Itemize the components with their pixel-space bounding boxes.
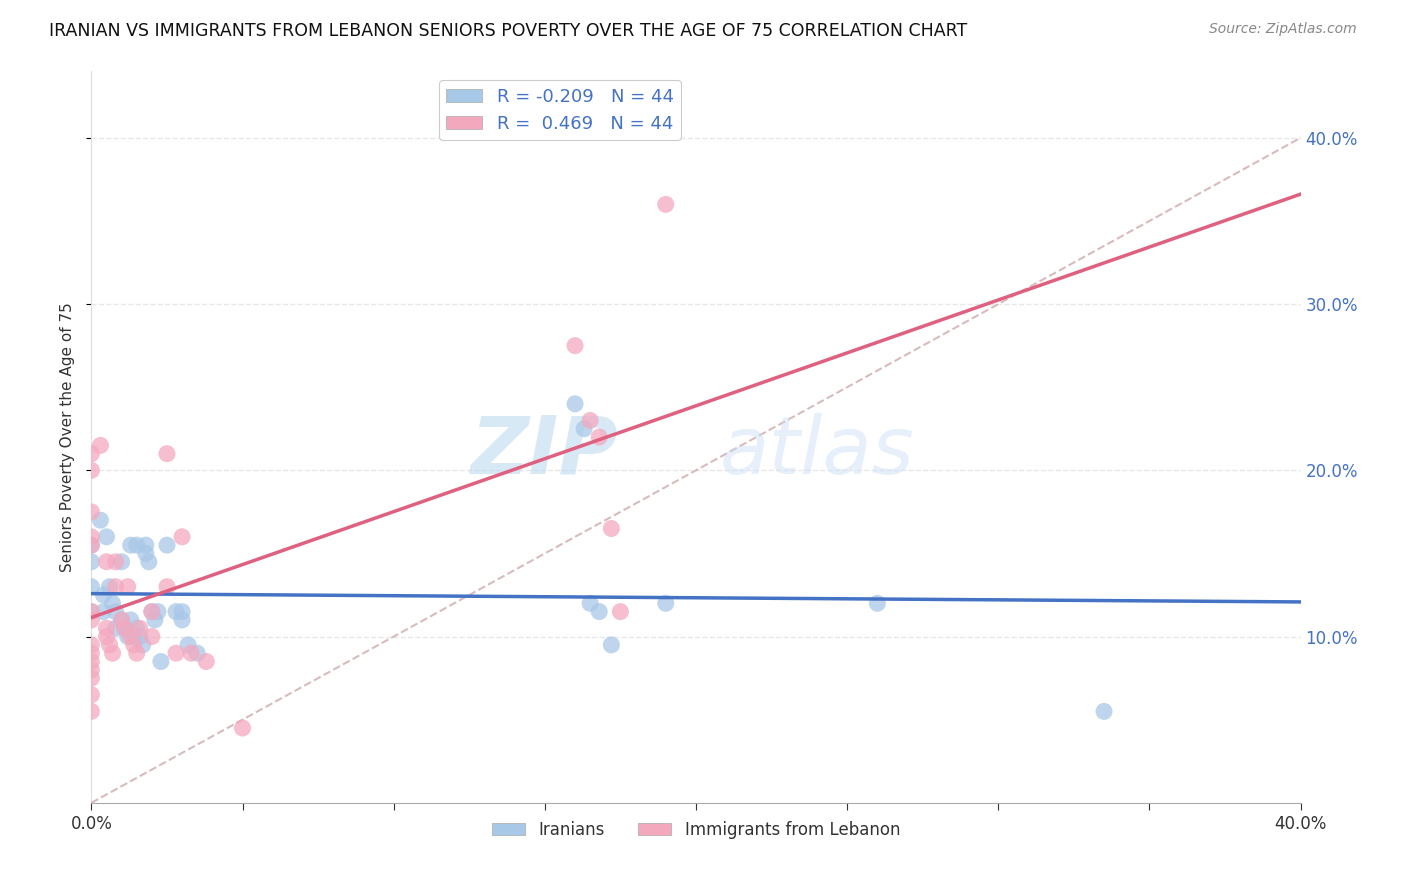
Point bbox=[80, 605, 103, 619]
Point bbox=[89, 513, 111, 527]
Point bbox=[98, 580, 121, 594]
Point bbox=[654, 197, 676, 211]
Point bbox=[141, 605, 163, 619]
Point bbox=[132, 638, 155, 652]
Point bbox=[149, 655, 172, 669]
Point bbox=[141, 605, 163, 619]
Point bbox=[128, 621, 150, 635]
Point bbox=[138, 555, 160, 569]
Point bbox=[96, 555, 118, 569]
Point bbox=[117, 630, 139, 644]
Point bbox=[120, 538, 142, 552]
Point bbox=[180, 646, 202, 660]
Point bbox=[143, 613, 166, 627]
Point bbox=[120, 630, 142, 644]
Text: atlas: atlas bbox=[720, 413, 914, 491]
Point bbox=[114, 621, 136, 635]
Point bbox=[572, 422, 595, 436]
Point bbox=[104, 580, 127, 594]
Point bbox=[80, 538, 103, 552]
Point bbox=[96, 621, 118, 635]
Point bbox=[172, 605, 194, 619]
Point bbox=[93, 605, 115, 619]
Point bbox=[80, 580, 103, 594]
Point bbox=[80, 538, 103, 552]
Point bbox=[80, 663, 103, 677]
Point bbox=[231, 721, 253, 735]
Point bbox=[80, 688, 103, 702]
Point bbox=[122, 630, 145, 644]
Point bbox=[80, 638, 103, 652]
Point bbox=[80, 447, 103, 461]
Legend: Iranians, Immigrants from Lebanon: Iranians, Immigrants from Lebanon bbox=[485, 814, 907, 846]
Point bbox=[1092, 705, 1115, 719]
Point bbox=[111, 613, 132, 627]
Point bbox=[80, 505, 103, 519]
Point bbox=[156, 580, 179, 594]
Point bbox=[101, 596, 124, 610]
Point bbox=[125, 621, 148, 635]
Point bbox=[89, 438, 111, 452]
Point bbox=[80, 605, 103, 619]
Point bbox=[135, 546, 157, 560]
Point bbox=[80, 671, 103, 685]
Point bbox=[177, 638, 200, 652]
Point bbox=[600, 521, 623, 535]
Point bbox=[80, 646, 103, 660]
Point bbox=[104, 621, 127, 635]
Point bbox=[80, 705, 103, 719]
Point bbox=[111, 613, 132, 627]
Point bbox=[588, 605, 610, 619]
Point bbox=[609, 605, 631, 619]
Point bbox=[165, 646, 187, 660]
Point bbox=[866, 596, 889, 610]
Point bbox=[564, 397, 586, 411]
Point bbox=[122, 638, 145, 652]
Point bbox=[125, 646, 148, 660]
Point bbox=[172, 613, 194, 627]
Point bbox=[588, 430, 610, 444]
Point bbox=[80, 613, 103, 627]
Point bbox=[156, 538, 179, 552]
Point bbox=[579, 596, 602, 610]
Point bbox=[186, 646, 208, 660]
Point bbox=[117, 580, 139, 594]
Point bbox=[195, 655, 218, 669]
Point bbox=[114, 621, 136, 635]
Point bbox=[135, 538, 157, 552]
Point bbox=[120, 613, 142, 627]
Point bbox=[101, 646, 124, 660]
Point bbox=[96, 530, 118, 544]
Point bbox=[111, 555, 132, 569]
Point bbox=[156, 447, 179, 461]
Point bbox=[579, 413, 602, 427]
Point bbox=[141, 630, 163, 644]
Point bbox=[125, 538, 148, 552]
Point bbox=[564, 338, 586, 352]
Text: ZIP: ZIP bbox=[470, 413, 617, 491]
Point bbox=[146, 605, 169, 619]
Point bbox=[104, 605, 127, 619]
Point bbox=[80, 530, 103, 544]
Point bbox=[104, 555, 127, 569]
Point bbox=[80, 463, 103, 477]
Text: IRANIAN VS IMMIGRANTS FROM LEBANON SENIORS POVERTY OVER THE AGE OF 75 CORRELATIO: IRANIAN VS IMMIGRANTS FROM LEBANON SENIO… bbox=[49, 22, 967, 40]
Point bbox=[80, 555, 103, 569]
Point bbox=[165, 605, 187, 619]
Text: Source: ZipAtlas.com: Source: ZipAtlas.com bbox=[1209, 22, 1357, 37]
Point bbox=[96, 630, 118, 644]
Point bbox=[93, 588, 115, 602]
Point bbox=[128, 630, 150, 644]
Point bbox=[98, 638, 121, 652]
Y-axis label: Seniors Poverty Over the Age of 75: Seniors Poverty Over the Age of 75 bbox=[60, 302, 76, 572]
Point bbox=[654, 596, 676, 610]
Point bbox=[80, 655, 103, 669]
Point bbox=[600, 638, 623, 652]
Point bbox=[172, 530, 194, 544]
